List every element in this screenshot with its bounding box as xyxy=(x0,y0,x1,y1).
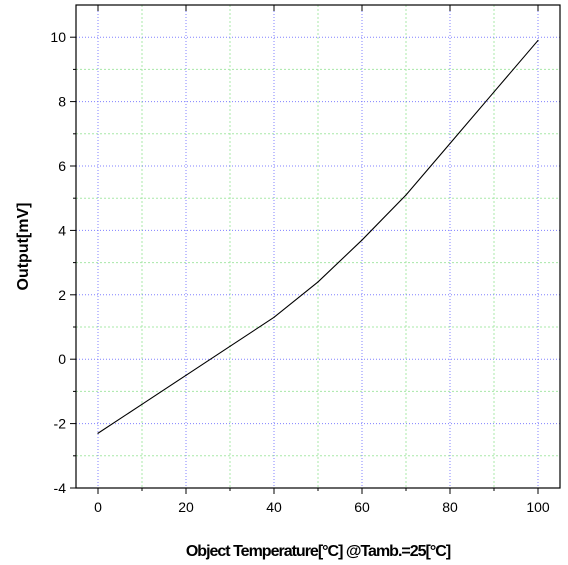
x-tick-labels: 0 20 40 60 80 100 xyxy=(94,499,550,515)
data-point xyxy=(317,281,319,283)
data-point xyxy=(537,39,539,42)
series-layer xyxy=(97,39,539,434)
y-tick-label: 8 xyxy=(58,94,66,110)
x-tick-label: 60 xyxy=(354,499,370,515)
y-tick-label: 4 xyxy=(58,222,66,238)
x-tick-label: 0 xyxy=(94,499,102,515)
y-axis-title: Output[mV] xyxy=(15,203,32,291)
data-point xyxy=(97,432,99,434)
x-axis-title: Object Temperature[°C] @Tamb.=25[°C] xyxy=(186,543,451,560)
y-tick-label: 2 xyxy=(58,287,66,303)
x-tick-label: 100 xyxy=(526,499,550,515)
data-point xyxy=(405,194,407,196)
data-point xyxy=(229,345,231,347)
axis-ticks xyxy=(70,5,539,494)
data-point xyxy=(185,374,187,376)
minor-grid xyxy=(76,5,560,488)
data-point xyxy=(273,316,275,318)
data-point xyxy=(361,239,363,241)
y-tick-label: -4 xyxy=(54,480,67,496)
x-tick-label: 80 xyxy=(442,499,458,515)
data-point xyxy=(141,403,143,405)
y-tick-labels: -4 -2 0 2 4 6 8 10 xyxy=(50,29,66,496)
y-tick-label: 0 xyxy=(58,351,66,367)
data-point xyxy=(449,142,451,145)
x-tick-label: 40 xyxy=(266,499,282,515)
major-grid xyxy=(76,5,560,488)
y-tick-label: 6 xyxy=(58,158,66,174)
y-tick-label: -2 xyxy=(54,416,67,432)
x-tick-label: 20 xyxy=(178,499,194,515)
data-point xyxy=(493,91,495,93)
y-tick-label: 10 xyxy=(50,29,66,45)
